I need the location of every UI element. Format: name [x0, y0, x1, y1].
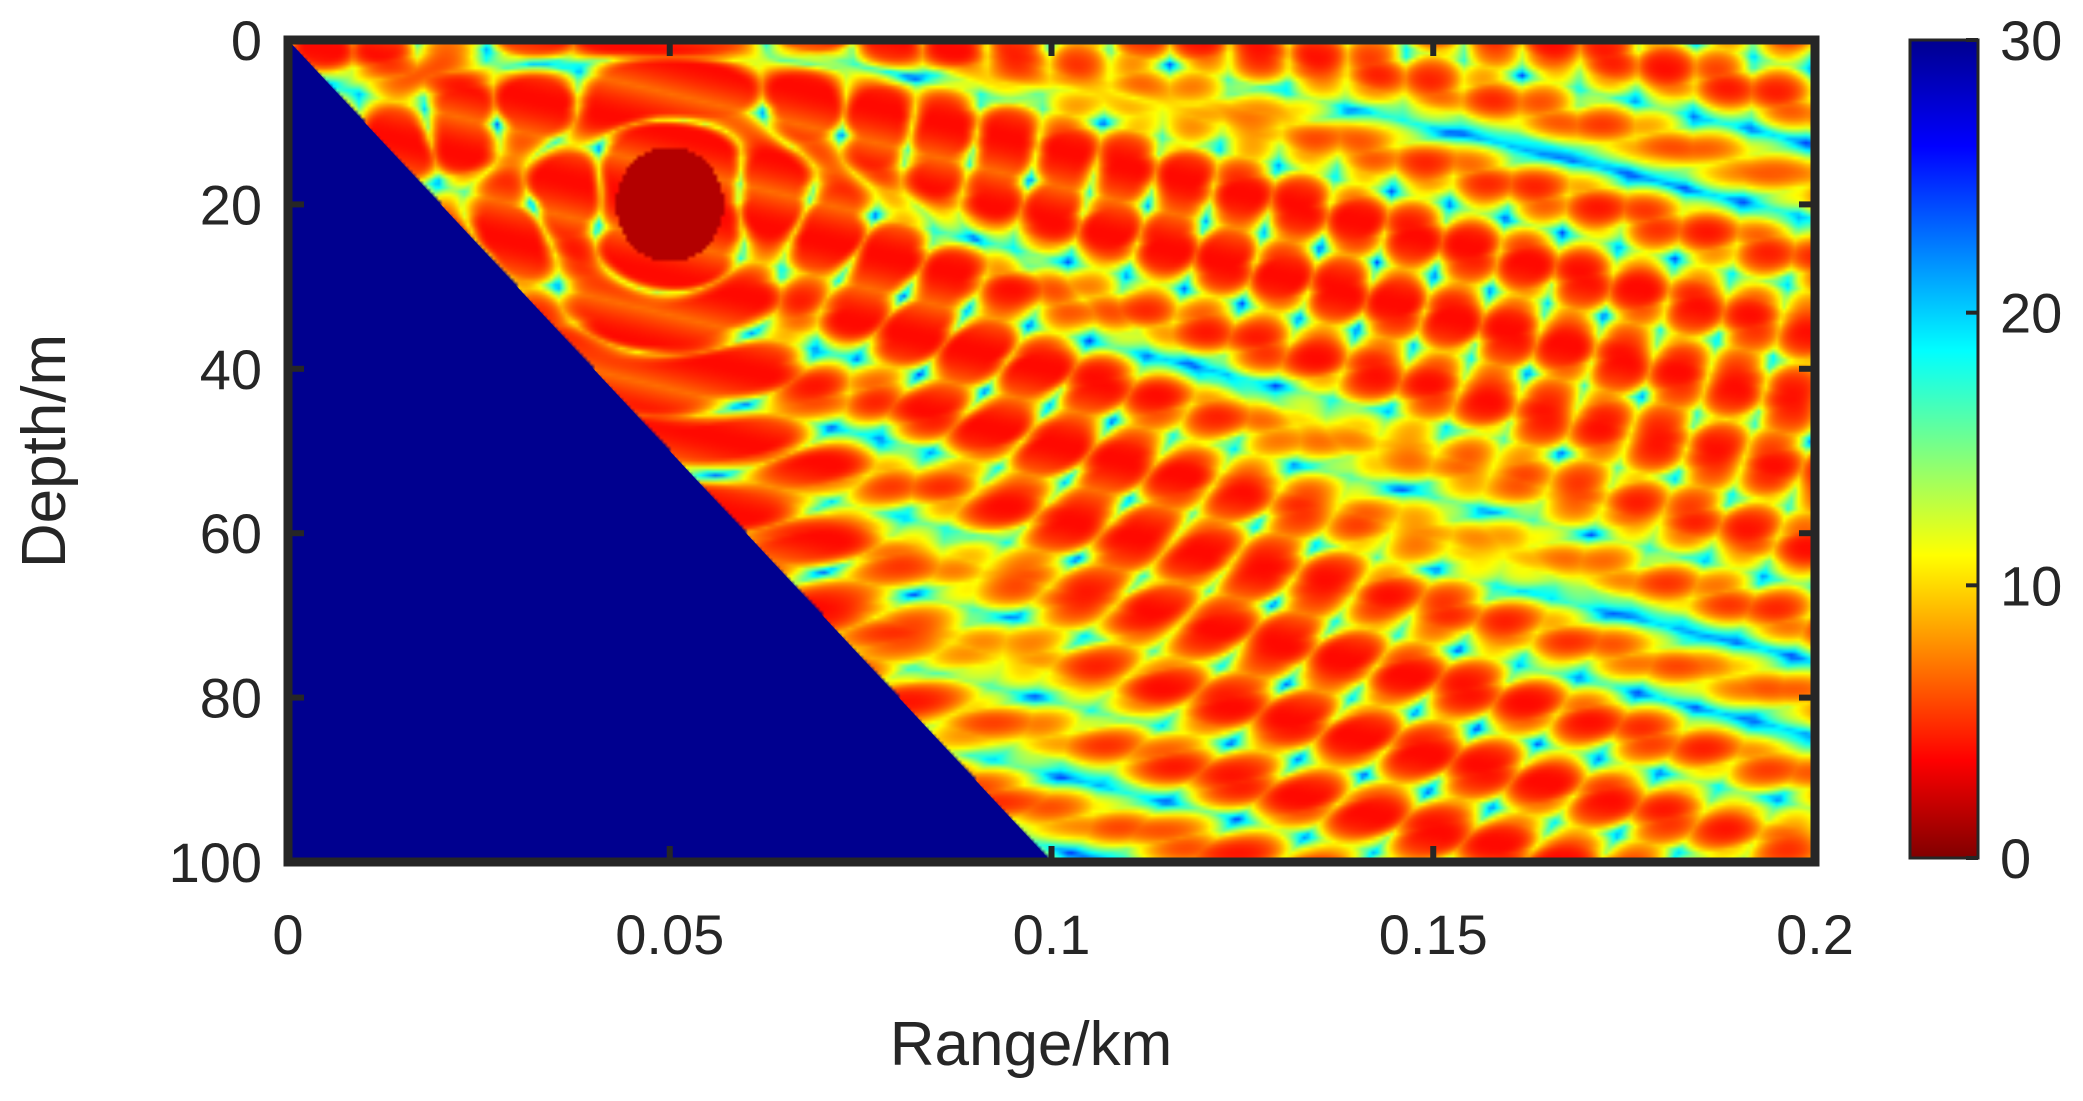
colorbar-tick-label: 20	[2000, 282, 2062, 345]
x-tick-label: 0.1	[1013, 903, 1091, 966]
colorbar-tick-label: 30	[2000, 9, 2062, 72]
x-tick-label: 0	[272, 903, 303, 966]
y-axis: 0 20 40 60 80 100	[169, 9, 1815, 894]
x-tick-label: 0.2	[1776, 903, 1854, 966]
y-axis-label: Depth/m	[10, 334, 79, 568]
colorbar: 0 10 20 30	[1908, 9, 2062, 890]
y-tick-label: 60	[200, 502, 262, 565]
colorbar-tick-label: 10	[2000, 554, 2062, 617]
y-tick-label: 20	[200, 173, 262, 236]
colorbar-tick-label: 0	[2000, 827, 2031, 890]
x-axis-label: Range/km	[890, 1010, 1173, 1079]
colorbar-ticks: 0 10 20 30	[1966, 9, 2062, 890]
x-axis: 0 0.05 0.1 0.15 0.2	[272, 40, 1854, 966]
y-tick-label: 80	[200, 667, 262, 730]
x-tick-label: 0.05	[615, 903, 724, 966]
plot-area	[288, 40, 1815, 862]
x-tick-label: 0.15	[1379, 903, 1488, 966]
colorbar-gradient	[1910, 40, 1978, 858]
colorbar-frame	[1908, 38, 1980, 860]
y-tick-label: 0	[231, 9, 262, 72]
seafloor-mask-region	[288, 40, 1052, 862]
y-tick-label: 40	[200, 338, 262, 401]
y-tick-label: 100	[169, 831, 262, 894]
